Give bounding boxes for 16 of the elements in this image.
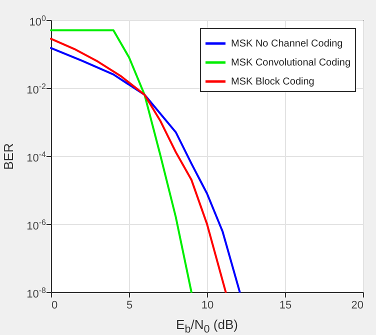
- y-tick-label: 10$^{-4}$: [26, 149, 46, 165]
- x-tick-label: 20: [351, 300, 364, 312]
- legend-label: MSK No Channel Coding: [231, 38, 343, 50]
- y-tick-label: 10$^{-8}$: [26, 285, 46, 301]
- x-tick-label: 15: [279, 300, 292, 312]
- y-tick-label: 10$^{0}$: [29, 13, 46, 29]
- y-axis-title: BER: [1, 143, 16, 170]
- legend-label: MSK Block Coding: [231, 76, 314, 88]
- line-series: [50, 29, 192, 293]
- x-tick-label: 10: [201, 300, 214, 312]
- x-tick-label: 0: [52, 300, 58, 312]
- y-tick-label: 10$^{-6}$: [26, 217, 46, 233]
- x-axis-title: E$_{b}$/N$_{0}$ (dB): [175, 317, 239, 335]
- y-tick-label: 10$^{-2}$: [26, 81, 46, 97]
- legend-label: MSK Convolutional Coding: [231, 58, 351, 68]
- x-tick-label: 5: [126, 300, 133, 312]
